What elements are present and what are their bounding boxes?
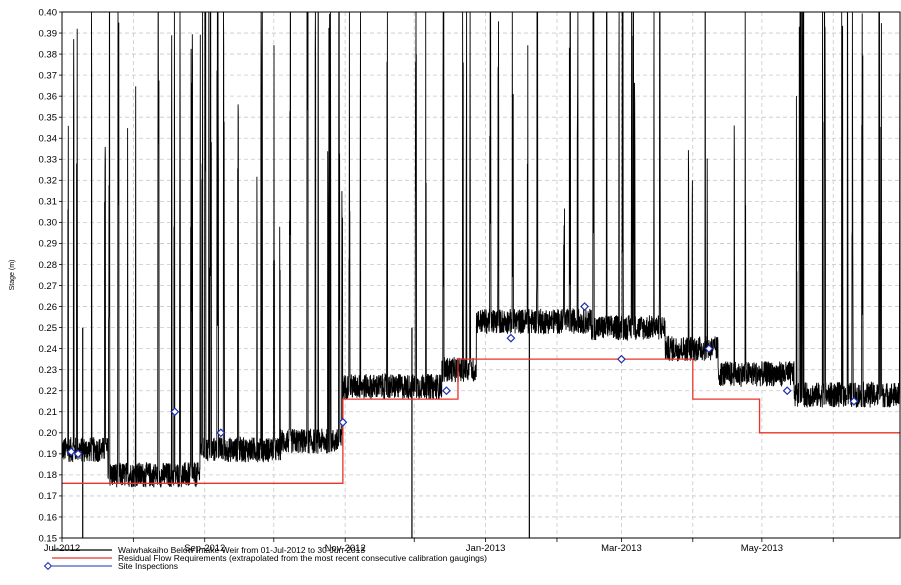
x-tick-label: Jul-2012 <box>44 543 80 554</box>
residual-flow-series <box>62 358 900 484</box>
y-tick-label: 0.16 <box>39 512 58 523</box>
site-inspection-marker <box>442 386 451 396</box>
plot-frame <box>61 11 901 539</box>
x-tick-label: Jan-2013 <box>466 543 506 554</box>
y-tick-label: 0.25 <box>39 323 58 334</box>
site-inspection-marker <box>616 354 626 364</box>
y-tick-label: 0.21 <box>39 407 58 418</box>
y-tick-label: 0.34 <box>39 134 58 145</box>
legend-label-2: Residual Flow Requirements (extrapolated… <box>118 553 487 563</box>
y-tick-label: 0.28 <box>39 260 58 271</box>
y-tick-label: 0.24 <box>39 344 58 355</box>
y-tick-label: 0.29 <box>39 239 58 250</box>
legend-marker <box>43 561 53 571</box>
legend: Waiwhakaiho Below Intake Weir from 01-Ju… <box>43 545 487 571</box>
y-axis-ticks: 0.15 0.16 0.17 0.18 0.19 0.20 0.21 0.22 0.23 0.24… <box>39 7 62 544</box>
y-tick-label: 0.20 <box>39 428 58 439</box>
x-tick-label: Sep-2012 <box>184 543 225 554</box>
site-inspection-marker <box>580 302 590 312</box>
y-tick-label: 0.15 <box>39 533 58 544</box>
y-tick-label: 0.18 <box>39 470 58 481</box>
y-tick-label: 0.17 <box>39 491 58 502</box>
y-tick-label: 0.23 <box>39 365 58 376</box>
legend-label-3: Site Inspections <box>118 561 178 571</box>
site-inspection-marker <box>849 396 859 406</box>
y-tick-label: 0.38 <box>39 49 58 60</box>
y-tick-label: 0.35 <box>39 113 58 124</box>
y-axis-label: Stage (m) <box>9 260 16 291</box>
x-tick-label: May-2013 <box>741 543 783 554</box>
x-axis-ticks: Jul-2012 Sep-2012 Nov-2012 Jan-2013 Mar-2013… <box>44 538 834 554</box>
site-inspection-marker <box>170 407 180 417</box>
y-tick-label: 0.40 <box>39 7 58 18</box>
y-tick-label: 0.30 <box>39 218 58 229</box>
x-tick-label: Mar-2013 <box>601 543 642 554</box>
y-tick-label: 0.31 <box>39 197 58 208</box>
y-tick-label: 0.22 <box>39 386 58 397</box>
y-tick-label: 0.26 <box>39 302 58 313</box>
y-tick-label: 0.36 <box>39 91 58 102</box>
residual-flow-line <box>62 358 900 484</box>
site-inspection-marker <box>66 447 76 457</box>
legend-label-1: Waiwhakaiho Below Intake Weir from 01-Ju… <box>118 545 365 555</box>
y-tick-label: 0.37 <box>39 70 58 81</box>
site-inspection-marker <box>704 344 714 354</box>
site-inspection-marker <box>782 386 792 396</box>
x-tick-label: Nov-2012 <box>325 543 366 554</box>
site-inspection-marker <box>506 333 516 343</box>
y-tick-label: 0.27 <box>39 281 58 292</box>
site-inspection-marker <box>216 428 226 438</box>
site-inspection-series <box>66 302 859 459</box>
observed-stage-line <box>61 11 901 488</box>
site-inspection-marker <box>338 417 348 427</box>
observed-stage-series <box>61 11 901 538</box>
y-tick-label: 0.32 <box>39 176 58 187</box>
y-tick-label: 0.19 <box>39 449 58 460</box>
y-tick-label: 0.33 <box>39 155 58 166</box>
y-tick-label: 0.39 <box>39 28 58 39</box>
site-inspection-marker <box>73 449 83 459</box>
